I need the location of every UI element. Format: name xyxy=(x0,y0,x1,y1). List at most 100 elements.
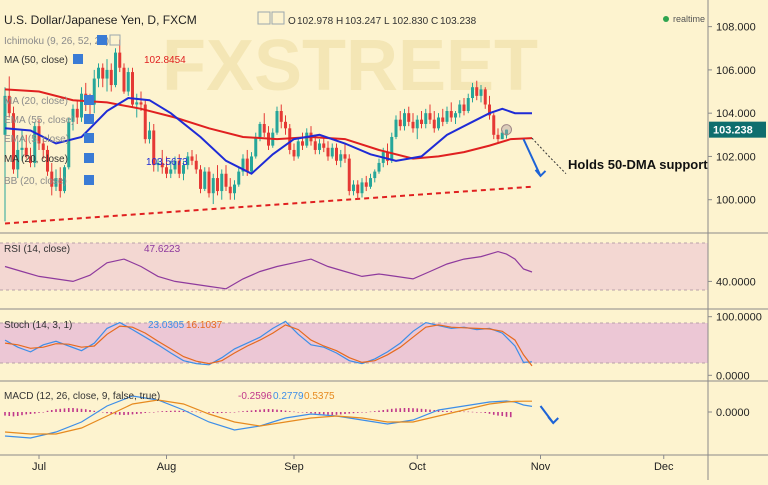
candle xyxy=(58,167,62,198)
candle xyxy=(356,180,360,200)
candle-body xyxy=(12,113,15,170)
macd-histogram-bar xyxy=(144,412,147,413)
macd-histogram-bar xyxy=(437,410,440,412)
macd-histogram-bar xyxy=(267,409,270,412)
study-settings-icon[interactable] xyxy=(84,175,94,185)
candle-body xyxy=(67,121,71,168)
macd-histogram-bar xyxy=(21,412,23,416)
macd-histogram-bar xyxy=(29,412,32,414)
macd-histogram-bar xyxy=(55,409,57,412)
macd-histogram-bar xyxy=(93,410,96,412)
macd-histogram-bar xyxy=(165,411,168,412)
macd-histogram-bar xyxy=(80,408,83,412)
candle xyxy=(296,136,300,159)
candle-body xyxy=(339,154,343,161)
candle-body xyxy=(105,69,109,79)
candle xyxy=(190,149,194,166)
macd-histogram-bar xyxy=(254,410,257,412)
ohlc-value: 103.247 xyxy=(345,16,382,27)
study-settings-icon[interactable] xyxy=(97,35,107,45)
study-row[interactable]: BB (20, close) xyxy=(4,175,94,187)
macd-histogram-bar xyxy=(369,411,372,413)
rsi-pane xyxy=(4,250,533,290)
macd-histogram-bar xyxy=(127,412,130,415)
candle-body xyxy=(233,184,236,194)
candle-body xyxy=(284,121,287,129)
macd-histogram-bar xyxy=(148,412,151,413)
macd-histogram-bar xyxy=(484,412,487,413)
macd-histogram-bar xyxy=(446,411,448,412)
candle-body xyxy=(420,119,423,124)
macd-histogram-bar xyxy=(161,411,164,412)
candle-body xyxy=(411,121,415,129)
candle-body xyxy=(58,178,62,192)
macd-histogram-bar xyxy=(314,412,317,414)
candle xyxy=(335,143,338,166)
candle xyxy=(135,93,139,118)
study-row[interactable]: MA (50, close) 102.8454 xyxy=(4,54,186,66)
macd-histogram-bar xyxy=(492,412,495,415)
macd-histogram-bar xyxy=(390,408,393,412)
candle-body xyxy=(33,126,37,163)
macd-histogram-bar xyxy=(233,412,236,413)
candle-body xyxy=(156,162,160,166)
candle-body xyxy=(131,72,134,105)
macd-histogram-bar xyxy=(361,412,363,413)
study-row[interactable]: Ichimoku (9, 26, 52, 26) xyxy=(4,34,121,47)
header-toolbar[interactable] xyxy=(257,11,285,25)
axes: 108.000 106.000 104.000 102.000 100.000 40.00… xyxy=(32,22,762,473)
macd-value-label: 0.2779 xyxy=(273,391,304,402)
study-settings-icon[interactable] xyxy=(84,133,94,143)
study-row[interactable]: MA (20, close) 103.5673 xyxy=(4,153,188,168)
candle-body xyxy=(71,108,75,122)
macd-histogram-bar xyxy=(63,408,66,412)
candle-body xyxy=(449,111,453,118)
toolbar-icon[interactable] xyxy=(271,11,285,25)
support-trendline xyxy=(4,185,533,225)
macd-histogram-bar xyxy=(297,412,300,413)
macd-histogram-bar xyxy=(505,412,508,417)
study-settings-icon[interactable] xyxy=(73,54,83,64)
macd-histogram-bar xyxy=(509,412,512,418)
candle-body xyxy=(237,171,241,185)
candle xyxy=(394,115,398,140)
study-legend: Ichimoku (9, 26, 52, 26) MA (50, close) … xyxy=(4,34,188,187)
macd-histogram-bar xyxy=(335,412,338,415)
rsi-title: RSI (14, close) xyxy=(4,244,70,255)
study-visibility-icon[interactable] xyxy=(109,34,121,46)
candle xyxy=(114,48,117,88)
study-settings-icon[interactable] xyxy=(84,114,94,124)
candle-body xyxy=(46,149,49,172)
study-settings-icon[interactable] xyxy=(84,95,94,105)
candle xyxy=(339,149,343,168)
study-row[interactable]: EMA (5, close) xyxy=(4,133,94,145)
macd-histogram-bar xyxy=(259,409,261,412)
macd-histogram-bar xyxy=(356,412,359,413)
macd-histogram-bar xyxy=(407,408,410,412)
study-row[interactable]: MA (20, close) xyxy=(4,95,94,107)
study-row[interactable]: EMA (55, close) xyxy=(4,114,94,126)
candle-body xyxy=(262,123,266,133)
toolbar-icon[interactable] xyxy=(257,11,271,25)
candle xyxy=(63,165,66,194)
candle xyxy=(471,82,474,103)
candle-body xyxy=(186,156,190,166)
macd-histogram-bar xyxy=(471,411,474,413)
candle-body xyxy=(173,160,177,170)
candle-body xyxy=(369,178,372,187)
candle xyxy=(156,158,160,172)
candle-body xyxy=(216,178,219,192)
candle xyxy=(122,63,126,94)
candle-body xyxy=(228,186,232,194)
macd-title: MACD (12, 26, close, 9, false, true) xyxy=(4,391,160,402)
macd-histogram-bar xyxy=(25,412,28,415)
study-settings-icon[interactable] xyxy=(84,153,94,163)
candle xyxy=(194,154,198,174)
candle xyxy=(29,147,32,168)
candle-body xyxy=(364,182,368,187)
macd-histogram-bar xyxy=(101,412,104,413)
macd-histogram-bar xyxy=(344,412,346,414)
ohlc-readout: O 102.978 H 103.247 L 102.830 C 103.238 xyxy=(288,16,477,27)
macd-signal-value-label: 0.5375 xyxy=(304,391,335,402)
